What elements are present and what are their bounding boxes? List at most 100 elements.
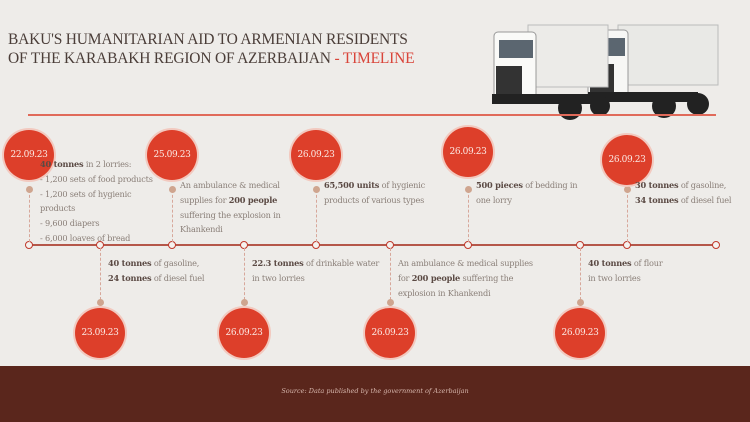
date-circle: 26.09.23 xyxy=(219,308,269,358)
connector-line xyxy=(580,248,581,300)
connector-line xyxy=(29,190,30,242)
description-line: products xyxy=(40,201,153,216)
text: products xyxy=(40,203,76,214)
text: Khankendi xyxy=(180,224,223,235)
connector-dot xyxy=(464,186,472,193)
event-description: 65,500 units of hygienic products of vari… xyxy=(324,178,425,208)
date-circle: 22.09.23 xyxy=(4,130,54,180)
text: of gasoline, xyxy=(678,180,727,190)
description-line: 34 tonnes of diesel fuel xyxy=(635,193,732,208)
header-divider xyxy=(28,114,716,116)
timeline-node xyxy=(95,241,104,249)
text: - 1,200 sets of hygienic xyxy=(40,188,132,199)
description-line: in two lorries xyxy=(588,271,663,286)
text: - 9,600 diapers xyxy=(40,218,100,229)
timeline-node xyxy=(463,241,472,249)
description-line: 500 pieces of bedding in xyxy=(476,178,578,193)
text: - 1,200 sets of food products xyxy=(40,173,153,184)
timeline-node xyxy=(711,241,720,249)
connector-dot xyxy=(240,299,248,306)
event-description: 40 tonnes of gasoline, 24 tonnes of diese… xyxy=(108,256,205,286)
text: products of various types xyxy=(324,194,425,205)
event-description: 30 tonnes of gasoline, 34 tonnes of diese… xyxy=(635,178,732,208)
highlight-text: 200 people xyxy=(228,194,278,205)
text: one lorry xyxy=(476,194,512,205)
text: of hygienic xyxy=(379,180,426,190)
timeline-node xyxy=(311,241,320,249)
date-circle: 25.09.23 xyxy=(147,130,197,180)
description-line: 30 tonnes of gasoline, xyxy=(635,178,731,193)
text: - 6,000 loaves of bread xyxy=(40,232,131,243)
text: of flour xyxy=(631,258,663,268)
connector-line xyxy=(627,190,628,242)
timeline-axis xyxy=(28,244,716,246)
event-description: 40 tonnes of flour in two lorries xyxy=(588,256,663,286)
text: An ambulance & medical supplies xyxy=(398,258,533,268)
connector-line xyxy=(244,248,245,300)
page-title: BAKU'S HUMANITARIAN AID TO ARMENIAN RESI… xyxy=(8,30,415,68)
connector-dot xyxy=(25,186,33,193)
text: of diesel fuel xyxy=(151,272,205,283)
text: explosion in Khankendi xyxy=(398,287,491,298)
description-line: in two lorries xyxy=(252,271,379,286)
connector-dot xyxy=(623,186,631,193)
description-line: An ambulance & medical xyxy=(180,178,281,193)
text: of diesel fuel xyxy=(678,194,732,205)
event-description: 40 tonnes in 2 lorries: - 1,200 sets of f… xyxy=(40,157,153,246)
connector-line xyxy=(172,190,173,242)
text: suffering the xyxy=(460,272,514,283)
description-line: 24 tonnes of diesel fuel xyxy=(108,271,205,286)
timeline-node xyxy=(622,241,631,249)
text: of bedding in xyxy=(522,180,578,190)
description-line: 40 tonnes of flour xyxy=(588,256,663,271)
date-circle: 26.09.23 xyxy=(443,127,493,177)
description-line: products of various types xyxy=(324,193,425,208)
date-circle: 26.09.23 xyxy=(555,308,605,358)
title-line-1: BAKU'S HUMANITARIAN AID TO ARMENIAN RESI… xyxy=(8,31,408,48)
text: An ambulance & medical xyxy=(180,180,280,190)
highlight-text: 24 tonnes xyxy=(108,272,152,283)
date-circle: 26.09.23 xyxy=(291,130,341,180)
description-line: supplies for 200 people xyxy=(180,193,281,208)
text: of drinkable water xyxy=(303,258,380,268)
event-description: 500 pieces of bedding in one lorry xyxy=(476,178,578,208)
description-line: 65,500 units of hygienic xyxy=(324,178,425,193)
description-line: - 1,200 sets of hygienic xyxy=(40,187,153,202)
connector-line xyxy=(100,248,101,300)
description-line: - 1,200 sets of food products xyxy=(40,172,153,187)
event-description: An ambulance & medical supplies for 200 p… xyxy=(180,178,281,237)
description-line: 40 tonnes in 2 lorries: xyxy=(40,157,153,172)
description-line: - 9,600 diapers xyxy=(40,216,153,231)
highlight-text: 40 tonnes xyxy=(588,258,632,268)
highlight-text: 500 pieces xyxy=(476,180,523,190)
highlight-text: 200 people xyxy=(411,272,461,283)
description-line: suffering the explosion in xyxy=(180,208,281,223)
source-note: Source: Data published by the government… xyxy=(281,387,469,395)
title-line-2: OF THE KARABAKH REGION OF AZERBAIJAN xyxy=(8,50,335,67)
timeline-node xyxy=(575,241,584,249)
description-line: Khankendi xyxy=(180,222,281,237)
highlight-text: 30 tonnes xyxy=(635,180,679,190)
highlight-text: 34 tonnes xyxy=(635,194,679,205)
date-circle: 23.09.23 xyxy=(75,308,125,358)
connector-dot xyxy=(386,299,394,306)
connector-line xyxy=(390,248,391,300)
connector-line xyxy=(468,190,469,242)
highlight-text: 40 tonnes xyxy=(40,159,84,169)
text: in 2 lorries: xyxy=(83,159,132,169)
text: in two lorries xyxy=(252,272,305,283)
connector-dot xyxy=(576,299,584,306)
description-line: - 6,000 loaves of bread xyxy=(40,231,153,246)
event-description: 22.3 tonnes of drinkable water in two lor… xyxy=(252,256,379,286)
text: for xyxy=(398,272,412,283)
description-line: 22.3 tonnes of drinkable water xyxy=(252,256,379,271)
connector-dot xyxy=(168,186,176,193)
connector-dot xyxy=(96,299,104,306)
description-line: one lorry xyxy=(476,193,577,208)
trucks-image xyxy=(492,24,719,120)
footer: Source: Data published by the government… xyxy=(0,366,750,422)
title-accent: - TIMELINE xyxy=(334,50,415,67)
timeline-node xyxy=(239,241,248,249)
text: of gasoline, xyxy=(151,258,200,268)
timeline-node xyxy=(167,241,176,249)
